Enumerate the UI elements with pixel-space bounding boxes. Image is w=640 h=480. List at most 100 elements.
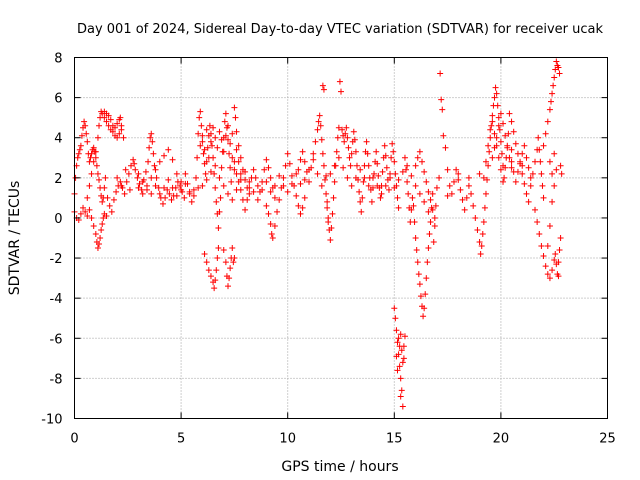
data-point [216, 208, 223, 215]
data-point [336, 78, 343, 85]
data-point [514, 168, 521, 175]
data-point [97, 235, 104, 241]
data-point [322, 176, 329, 183]
data-point [250, 166, 257, 173]
data-point [459, 196, 466, 203]
data-point [203, 158, 210, 165]
y-tick-label: -6 [50, 332, 63, 347]
data-point [211, 285, 218, 292]
data-point [404, 162, 411, 169]
data-point [314, 170, 321, 177]
data-point [295, 202, 302, 209]
data-point [485, 162, 492, 169]
data-point [204, 144, 211, 151]
data-point [374, 182, 381, 189]
data-point [553, 58, 560, 65]
data-point [254, 196, 261, 203]
data-point [394, 339, 401, 346]
data-point [493, 134, 500, 141]
data-point [82, 208, 89, 215]
data-point [393, 327, 400, 334]
data-point [408, 206, 415, 213]
data-point [146, 144, 153, 151]
data-point [198, 122, 205, 129]
data-point [510, 128, 517, 135]
data-point [306, 178, 313, 185]
data-point [364, 150, 371, 157]
data-point [135, 170, 142, 177]
data-point [557, 162, 564, 169]
data-point [220, 182, 227, 189]
data-point [542, 263, 549, 270]
data-point [165, 176, 172, 183]
data-point [145, 158, 152, 165]
data-point [199, 132, 206, 139]
data-point [246, 184, 253, 191]
data-point [356, 188, 363, 195]
data-point [357, 166, 364, 173]
data-point [101, 184, 108, 191]
data-point [214, 255, 221, 262]
data-point [252, 174, 259, 181]
data-point [235, 158, 242, 165]
data-point [537, 158, 544, 165]
data-point [246, 190, 253, 197]
data-point [106, 202, 113, 209]
data-point [288, 172, 295, 179]
data-point [546, 222, 553, 229]
data-point [254, 182, 261, 189]
data-point [74, 154, 81, 161]
data-point [496, 126, 503, 133]
data-point [399, 168, 406, 175]
data-point [276, 172, 283, 179]
data-point [113, 188, 120, 195]
data-point [463, 194, 470, 201]
data-point [216, 128, 223, 135]
x-tick-label: 10 [279, 432, 296, 447]
y-tick-label: -8 [50, 372, 63, 387]
data-point [114, 120, 121, 127]
data-point [126, 186, 133, 193]
data-point [100, 214, 107, 221]
data-point [88, 150, 95, 157]
data-point [502, 164, 509, 171]
data-point [159, 200, 166, 207]
data-point [226, 275, 233, 282]
data-point [295, 166, 302, 173]
data-point [265, 164, 272, 171]
data-point [225, 122, 232, 129]
data-point [280, 182, 287, 189]
data-point [415, 271, 422, 278]
y-tick-label: 0 [54, 212, 62, 227]
data-point [450, 178, 457, 185]
data-point [225, 136, 232, 143]
data-points [71, 58, 565, 410]
data-point [398, 387, 405, 394]
data-point [242, 168, 249, 175]
data-point [121, 190, 128, 197]
data-point [551, 257, 558, 264]
data-point [551, 150, 558, 157]
data-point [369, 174, 376, 181]
data-point [156, 190, 163, 197]
data-point [271, 182, 278, 189]
data-point [116, 130, 123, 137]
data-point [357, 198, 364, 205]
data-point [203, 126, 210, 133]
data-point [495, 114, 502, 121]
x-tick-label: 20 [493, 432, 510, 447]
data-point [139, 178, 146, 185]
data-point [506, 154, 513, 161]
data-point [261, 166, 268, 173]
data-point [404, 178, 411, 185]
data-point [421, 198, 428, 205]
data-point [359, 194, 366, 201]
data-point [527, 182, 534, 189]
data-point [492, 84, 499, 91]
data-point [165, 146, 172, 153]
data-point [212, 184, 219, 191]
data-point [521, 142, 528, 149]
data-point [542, 130, 549, 137]
data-point [489, 112, 496, 119]
data-point [93, 162, 100, 169]
